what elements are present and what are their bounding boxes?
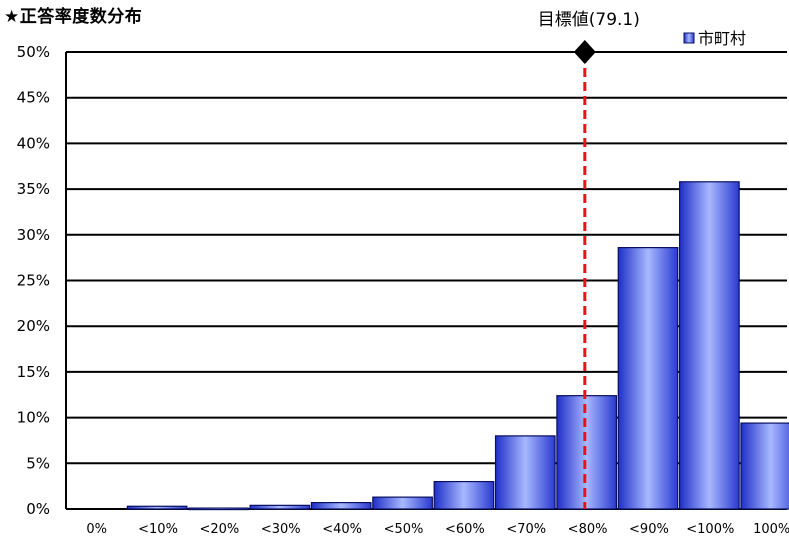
bar	[556, 395, 618, 510]
bar	[494, 435, 556, 510]
x-tick-label: <60%	[445, 522, 485, 537]
bar	[249, 504, 311, 510]
bar	[188, 507, 249, 511]
x-tick-label: <20%	[200, 522, 240, 537]
bar	[679, 181, 740, 510]
y-tick-label: 20%	[17, 317, 50, 335]
y-tick-label: 10%	[17, 409, 50, 427]
y-tick-label: 35%	[17, 180, 50, 198]
x-tick-label: 100%	[753, 522, 789, 537]
bar	[372, 496, 433, 510]
x-tick-label: <50%	[384, 522, 424, 537]
bar	[433, 480, 495, 510]
y-tick-label: 25%	[17, 272, 50, 290]
bar	[617, 246, 679, 510]
chart-title: ★正答率度数分布	[4, 7, 143, 27]
x-tick-label: <80%	[568, 522, 608, 537]
x-tick-label: <70%	[506, 522, 546, 537]
bar	[310, 502, 372, 510]
y-tick-label: 15%	[17, 363, 50, 381]
x-tick-label: <90%	[629, 522, 669, 537]
x-tick-label: 0%	[86, 522, 107, 537]
legend-label: 市町村	[698, 29, 746, 48]
y-tick-label: 30%	[17, 226, 50, 244]
legend-swatch	[683, 32, 695, 44]
y-tick-label: 0%	[26, 500, 50, 518]
x-tick-label: <40%	[322, 522, 362, 537]
y-tick-label: 45%	[17, 89, 50, 107]
y-tick-label: 40%	[17, 134, 50, 152]
y-tick-label: 5%	[26, 454, 50, 472]
x-tick-label: <10%	[138, 522, 178, 537]
y-tick-label: 50%	[17, 43, 50, 61]
target-label: 目標値(79.1)	[538, 10, 640, 30]
bar	[740, 422, 789, 510]
x-tick-label: <100%	[686, 522, 734, 537]
x-tick-label: <30%	[261, 522, 301, 537]
target-marker-icon	[573, 40, 596, 64]
bar	[126, 505, 188, 510]
